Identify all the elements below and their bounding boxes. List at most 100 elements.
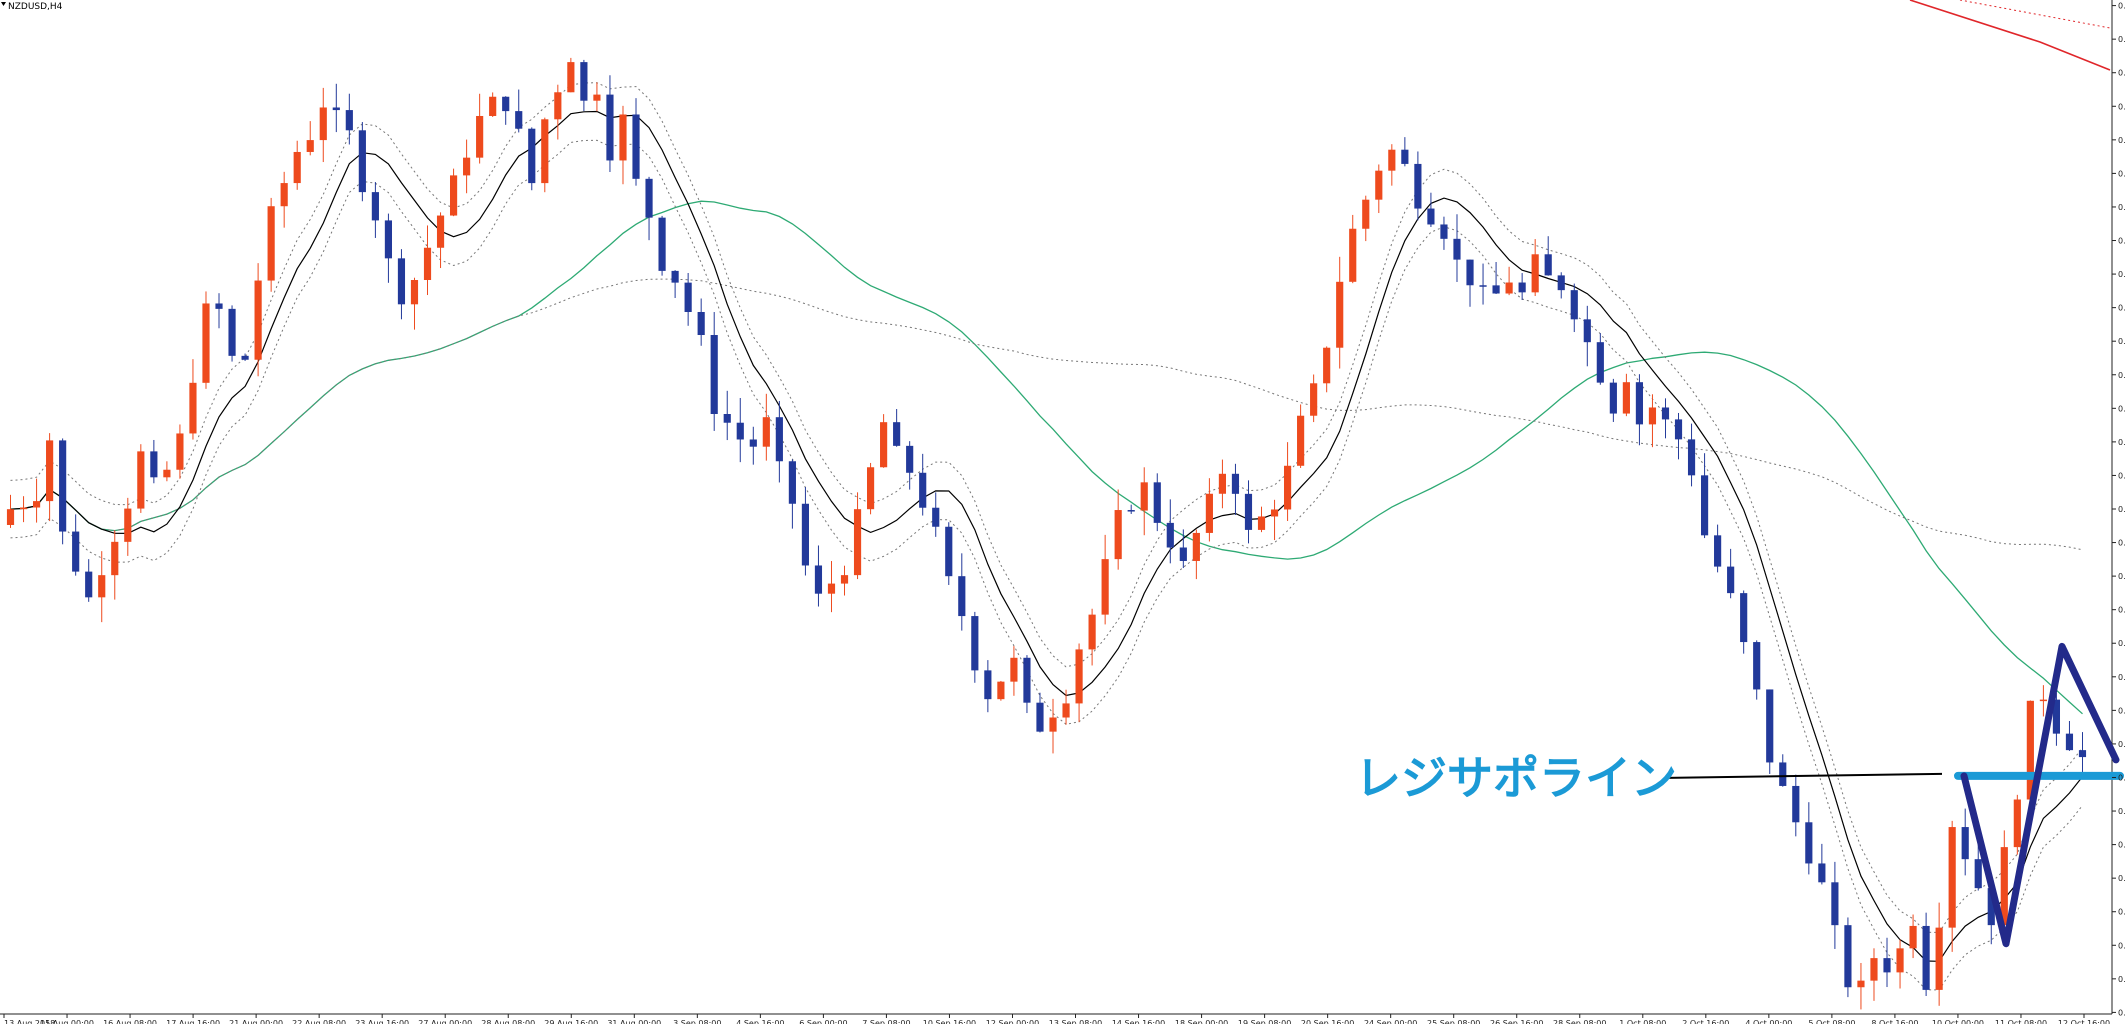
candle-bullish xyxy=(1310,383,1318,416)
x-tick-label: 8 Oct 16:00 xyxy=(1871,1019,1918,1024)
candle-bearish xyxy=(502,96,510,112)
x-tick-label: 2 Oct 16:00 xyxy=(1682,1019,1729,1024)
x-tick-label: 10 Sep 16:00 xyxy=(923,1019,976,1024)
candle-bullish xyxy=(1218,473,1227,494)
candle-bearish xyxy=(1036,702,1044,732)
candle-bearish xyxy=(775,417,783,462)
candle-bearish xyxy=(1231,473,1240,494)
candle-bearish xyxy=(1766,689,1774,763)
candle-bullish xyxy=(2013,799,2021,848)
candle-bearish xyxy=(72,531,80,572)
candle-bearish xyxy=(736,422,744,440)
candle-bullish xyxy=(163,469,171,478)
candle-bearish xyxy=(671,270,679,283)
y-tick-label: 0.65360 xyxy=(2118,639,2126,648)
candle-bullish xyxy=(1192,532,1200,561)
x-tick-label: 5 Oct 08:00 xyxy=(1808,1019,1855,1024)
candle-bearish xyxy=(1818,863,1826,883)
candle-bearish xyxy=(1427,208,1435,225)
candle-bullish xyxy=(1114,510,1122,560)
candle-bearish xyxy=(1153,482,1161,523)
y-tick-label: 0.67145 xyxy=(2118,69,2126,78)
candle-bearish xyxy=(85,571,93,598)
candle-bullish xyxy=(2026,700,2034,800)
candle-bearish xyxy=(1674,419,1683,440)
candle-bearish xyxy=(893,422,901,446)
candle-bearish xyxy=(1179,547,1187,561)
candle-bearish xyxy=(645,178,653,218)
candle-bullish xyxy=(1375,170,1383,200)
candle-bullish xyxy=(762,417,770,447)
y-tick-label: 0.64415 xyxy=(2118,941,2126,950)
candle-bullish xyxy=(19,507,28,510)
candle-bullish xyxy=(1531,254,1539,293)
candle-bearish xyxy=(1792,785,1800,823)
x-tick-label: 19 Sep 08:00 xyxy=(1238,1019,1291,1024)
y-tick-label: 0.65255 xyxy=(2118,673,2126,682)
resistance-support-label: レジサポライン xyxy=(1355,751,1677,805)
candle-bullish xyxy=(1896,948,1904,973)
y-tick-label: 0.66935 xyxy=(2118,136,2126,145)
candle-bearish xyxy=(697,311,705,336)
candle-bearish xyxy=(1779,762,1787,786)
candle-bullish xyxy=(2039,699,2047,702)
y-tick-label: 0.66515 xyxy=(2118,270,2126,279)
x-tick-label: 11 Oct 08:00 xyxy=(1995,1019,2047,1024)
candle-bearish xyxy=(723,414,731,423)
y-tick-label: 0.64625 xyxy=(2118,874,2126,883)
candle-bullish xyxy=(567,62,575,93)
x-tick-label: 12 Oct 16:00 xyxy=(2058,1019,2110,1024)
y-tick-label: 0.64205 xyxy=(2118,1008,2126,1017)
candle-bullish xyxy=(1909,925,1917,949)
moving-averages xyxy=(10,0,2111,991)
candle-bearish xyxy=(1844,925,1852,988)
candle-bearish xyxy=(1753,642,1761,690)
candle-bullish xyxy=(593,94,601,101)
symbol-label: NZDUSD,H4 xyxy=(8,2,63,12)
candle-bullish xyxy=(476,115,484,158)
x-tick-label: 14 Sep 16:00 xyxy=(1112,1019,1165,1024)
candle-bearish xyxy=(1661,407,1670,420)
x-tick-label: 4 Sep 16:00 xyxy=(736,1019,784,1024)
candle-bearish xyxy=(801,503,810,566)
candle-bearish xyxy=(228,308,236,356)
candle-bullish xyxy=(1362,199,1370,229)
candle-bullish xyxy=(619,114,627,161)
candle-bullish xyxy=(267,206,275,281)
candle-bullish xyxy=(6,509,15,525)
candle-bearish xyxy=(1635,382,1644,425)
candle-bearish xyxy=(1727,566,1735,594)
candle-bullish xyxy=(1140,482,1148,511)
candle-bullish xyxy=(98,575,106,598)
candle-bullish xyxy=(1297,415,1305,466)
y-tick-label: 0.66410 xyxy=(2118,304,2126,313)
candle-bearish xyxy=(932,507,940,527)
candle-bearish xyxy=(1883,958,1891,973)
x-tick-label: 6 Sep 00:00 xyxy=(799,1019,847,1024)
candle-bearish xyxy=(1740,593,1748,643)
candle-bearish xyxy=(371,192,379,221)
candle-bearish xyxy=(658,217,666,271)
candle-bullish xyxy=(280,183,288,207)
x-tick-label: 10 Oct 00:00 xyxy=(1932,1019,1984,1024)
candle-bearish xyxy=(749,439,757,447)
candle-bullish xyxy=(827,583,836,594)
candle-bullish xyxy=(32,501,41,508)
candle-bearish xyxy=(580,62,588,101)
x-tick-label: 15 Aug 00:00 xyxy=(40,1019,94,1024)
candle-bullish xyxy=(1283,465,1292,510)
candle-bullish xyxy=(1648,407,1657,425)
x-tick-label: 28 Sep 08:00 xyxy=(1553,1019,1606,1024)
candle-bearish xyxy=(814,565,823,594)
symbol-dropdown-icon[interactable] xyxy=(1,2,6,6)
y-tick-label: 0.65150 xyxy=(2118,706,2126,715)
candle-bullish xyxy=(463,157,471,176)
candle-bullish xyxy=(176,433,184,470)
candle-bullish xyxy=(2000,847,2008,926)
candle-bullish xyxy=(293,151,301,184)
candle-bullish xyxy=(1049,717,1057,732)
candle-bullish xyxy=(1257,516,1266,530)
candle-bearish xyxy=(632,114,640,179)
candle-bullish xyxy=(997,681,1005,700)
